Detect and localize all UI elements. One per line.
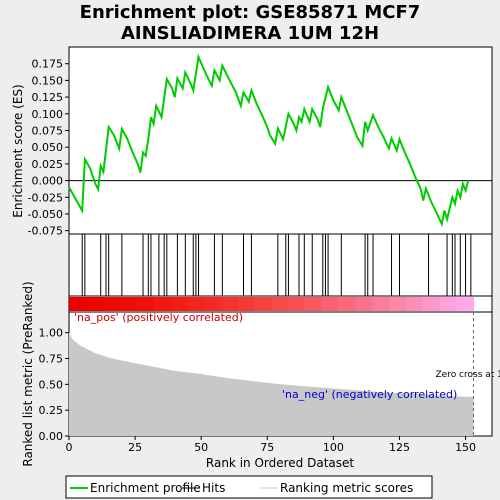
ranking-band-segment (237, 297, 255, 311)
chart-title: Enrichment plot: GSE85871 MCF7 AINSLIADI… (0, 2, 500, 44)
zero-cross-label: Zero cross at 153 (435, 370, 500, 380)
es-y-tick-label: 0.075 (32, 124, 64, 137)
es-y-tick-label: 0.100 (32, 108, 64, 121)
hits-panel (68, 233, 493, 297)
metric-y-tick-label: 1.00 (39, 327, 64, 340)
x-tick-label: 0 (66, 441, 73, 454)
es-axis-group: -0.075 -0.050 -0.025 0.000 0.025 0.050 0.075 0.… (28, 58, 69, 238)
x-axis-label: Rank in Ordered Dataset (206, 456, 354, 470)
metric-y-label: Ranked list metric (PreRanked) (21, 281, 35, 466)
es-y-tick-label: -0.025 (28, 191, 63, 204)
title-line-2: AINSLIADIMERA 1UM 12H (120, 23, 380, 44)
es-y-label: Enrichment score (ES) (11, 84, 25, 217)
x-tick-label: 75 (260, 441, 274, 454)
legend-label: Hits (202, 481, 225, 495)
legend-label: Ranking metric scores (280, 481, 413, 495)
es-y-tick-label: -0.050 (28, 208, 63, 221)
ranking-band-segment (254, 297, 272, 311)
metric-axis-group: 0.00 0.25 0.50 0.75 1.00 (39, 327, 69, 443)
pos-label: 'na_pos' (positively correlated) (74, 311, 243, 324)
ranking-band-segment (389, 297, 407, 311)
ranking-band-segment (439, 297, 458, 311)
ranking-metric-area (69, 332, 474, 436)
ranking-band-segment (355, 297, 373, 311)
ranking-band-segment (422, 297, 441, 311)
ranking-band (69, 297, 474, 311)
x-tick-label: 100 (323, 441, 344, 454)
title-line-1: Enrichment plot: GSE85871 MCF7 (79, 2, 421, 23)
es-y-tick-label: -0.075 (28, 225, 63, 238)
es-y-tick-label: 0.000 (32, 175, 64, 188)
ranking-band-segment (69, 297, 87, 311)
legend-box (65, 475, 433, 499)
metric-y-tick-label: 0.00 (39, 430, 64, 443)
ranking-band-segment (271, 297, 289, 311)
ranking-band-segment (321, 297, 340, 311)
x-axis-group: 0 25 50 75 100 125 150 (66, 436, 476, 454)
ranking-band-segment (372, 297, 390, 311)
x-tick-label: 125 (389, 441, 410, 454)
es-y-tick-label: 0.025 (32, 158, 64, 171)
ranking-band-segment (338, 297, 357, 311)
ranking-band-segment (85, 297, 104, 311)
es-y-tick-label: 0.125 (32, 91, 64, 104)
metric-y-tick-label: 0.25 (39, 404, 64, 417)
ranking-band-segment (153, 297, 171, 311)
x-tick-label: 150 (455, 441, 476, 454)
neg-label: 'na_neg' (negatively correlated) (282, 388, 457, 401)
x-tick-label: 50 (194, 441, 208, 454)
hits-group (81, 234, 472, 296)
ranking-band-segment (406, 297, 424, 311)
es-panel (68, 46, 493, 235)
legend-label: Enrichment profile (90, 481, 201, 495)
ranking-band-segment (203, 297, 222, 311)
es-y-tick-label: 0.175 (32, 58, 64, 71)
ranking-band-segment (186, 297, 205, 311)
ranking-band-segment (456, 297, 474, 311)
enrichment-profile-line (68, 53, 470, 228)
legend: Enrichment profile Hits Ranking metric sco… (70, 481, 413, 495)
ranking-band-segment (220, 297, 239, 311)
es-y-tick-label: 0.150 (32, 74, 64, 87)
ranking-band-segment (170, 297, 188, 311)
es-y-tick-label: 0.050 (32, 141, 64, 154)
ranking-band-segment (304, 297, 323, 311)
ranking-band-segment (119, 297, 137, 311)
ranking-band-segment (136, 297, 154, 311)
metric-y-tick-label: 0.50 (39, 378, 64, 391)
x-tick-label: 25 (128, 441, 142, 454)
metric-y-tick-label: 0.75 (39, 353, 64, 366)
ranking-band-segment (102, 297, 121, 311)
ranking-band-segment (288, 297, 306, 311)
